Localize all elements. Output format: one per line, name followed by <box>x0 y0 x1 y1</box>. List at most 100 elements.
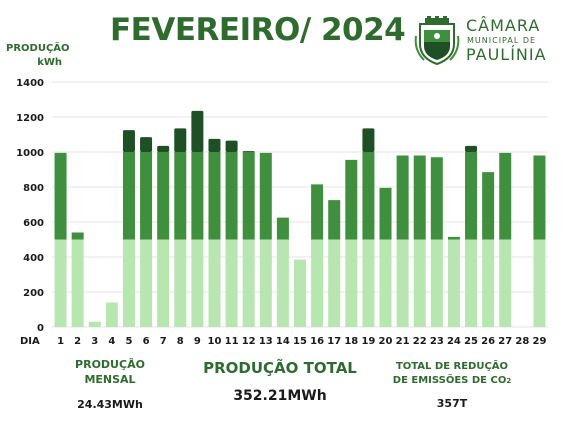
bar-segment <box>122 152 135 240</box>
bar-day-15 <box>294 259 306 327</box>
bar-segment <box>122 130 135 152</box>
y-tick-label: 1000 <box>16 148 44 159</box>
total-production-value: 352.21MWh <box>233 388 327 404</box>
y-axis-title-line1: PRODUÇÃO <box>6 43 70 54</box>
bar-segment <box>533 155 546 240</box>
bar-segment <box>208 239 221 327</box>
bar-segment <box>174 152 187 240</box>
bar-day-5 <box>122 130 135 327</box>
x-tick-label: 7 <box>160 336 167 347</box>
x-tick-label: 26 <box>481 336 495 347</box>
bar-segment <box>54 152 67 240</box>
bar-day-13 <box>259 152 272 327</box>
co2-reduction-label-2: DE EMISSÕES DE CO2 <box>388 374 516 388</box>
bar-day-18 <box>345 159 358 327</box>
bar-segment <box>140 152 153 240</box>
bar-segment <box>482 172 495 240</box>
bar-segment <box>430 157 443 240</box>
bar-segment <box>242 239 255 327</box>
y-axis-title-line2: kWh <box>37 57 62 68</box>
co2-reduction-stat: TOTAL DE REDUÇÃO DE EMISSÕES DE CO2 357T <box>388 360 516 410</box>
y-tick-label: 600 <box>23 218 44 229</box>
monthly-production-label-2: MENSAL <box>84 373 136 386</box>
x-tick-label: 18 <box>344 336 358 347</box>
x-tick-label: 25 <box>464 336 478 347</box>
bar-segment <box>208 138 221 152</box>
bar-segment <box>71 239 84 327</box>
bar-segment <box>345 239 358 327</box>
bar-segment <box>191 239 204 327</box>
bar-segment <box>311 239 324 327</box>
bar-day-7 <box>157 145 170 327</box>
x-tick-label: 22 <box>413 336 427 347</box>
bar-day-2 <box>71 232 84 327</box>
bar-segment <box>242 152 255 240</box>
x-tick-label: 5 <box>125 336 132 347</box>
co2-subscript: 2 <box>506 377 512 385</box>
bar-segment <box>465 152 478 240</box>
y-tick-label: 800 <box>23 183 44 194</box>
bar-day-3 <box>88 321 101 327</box>
y-tick-label: 1400 <box>16 78 44 89</box>
bar-day-9 <box>191 110 204 327</box>
bar-day-29 <box>533 155 546 327</box>
bar-segment <box>157 239 170 327</box>
bar-segment <box>482 239 495 327</box>
bar-segment <box>174 128 187 152</box>
bar-segment <box>157 145 170 152</box>
bar-day-20 <box>379 187 392 327</box>
x-tick-label: 16 <box>310 336 324 347</box>
page-title: FEVEREIRO/ 2024 <box>110 12 406 48</box>
bar-day-14 <box>276 217 289 327</box>
bar-segment <box>191 152 204 240</box>
total-production-label: PRODUÇÃO TOTAL <box>203 359 357 377</box>
bar-segment <box>465 239 478 327</box>
bar-segment <box>499 152 512 240</box>
x-tick-label: 15 <box>293 336 307 347</box>
bar-day-10 <box>208 138 221 327</box>
x-tick-label: 20 <box>379 336 393 347</box>
bar-segment <box>311 184 324 240</box>
bar-day-27 <box>499 152 512 327</box>
monthly-production-stat: PRODUÇÃO MENSAL 24.43MWh <box>66 357 154 411</box>
bar-segment <box>362 152 375 240</box>
bar-day-1 <box>54 152 67 327</box>
bar-segment <box>88 321 101 327</box>
x-tick-label: 19 <box>361 336 375 347</box>
logo-line-municipal: MUNICIPAL DE <box>467 36 537 45</box>
x-tick-label: 27 <box>498 336 512 347</box>
bar-day-21 <box>396 155 409 327</box>
x-tick-label: 8 <box>177 336 184 347</box>
x-tick-label: 10 <box>208 336 222 347</box>
bar-day-19 <box>362 128 375 327</box>
bar-segment <box>140 137 153 152</box>
x-tick-label: 14 <box>276 336 290 347</box>
x-tick-label: 3 <box>91 336 98 347</box>
bar-segment <box>259 152 272 240</box>
bar-segment <box>379 187 392 240</box>
bar-day-26 <box>482 172 495 327</box>
x-axis-title: DIA <box>20 336 40 347</box>
x-tick-label: 9 <box>194 336 201 347</box>
bar-segment <box>54 239 67 327</box>
coat-of-arms-icon <box>414 16 460 66</box>
bar-segment <box>140 239 153 327</box>
bar-segment <box>396 239 409 327</box>
bar-segment <box>499 239 512 327</box>
bar-day-16 <box>311 184 324 327</box>
bar-segment <box>362 239 375 327</box>
bar-day-23 <box>430 157 443 327</box>
x-tick-label: 28 <box>515 336 529 347</box>
y-tick-label: 400 <box>23 253 44 264</box>
bar-segment <box>225 239 238 327</box>
bar-day-12 <box>242 151 255 327</box>
logo-line-camara: CÂMARA <box>466 16 541 35</box>
bar-segment <box>328 200 341 240</box>
monthly-production-value: 24.43MWh <box>77 398 143 411</box>
bar-segment <box>379 239 392 327</box>
bar-day-22 <box>413 155 426 327</box>
x-tick-label: 13 <box>259 336 273 347</box>
bar-segment <box>208 152 221 240</box>
co2-reduction-label-2-text: DE EMISSÕES DE CO <box>392 375 507 386</box>
